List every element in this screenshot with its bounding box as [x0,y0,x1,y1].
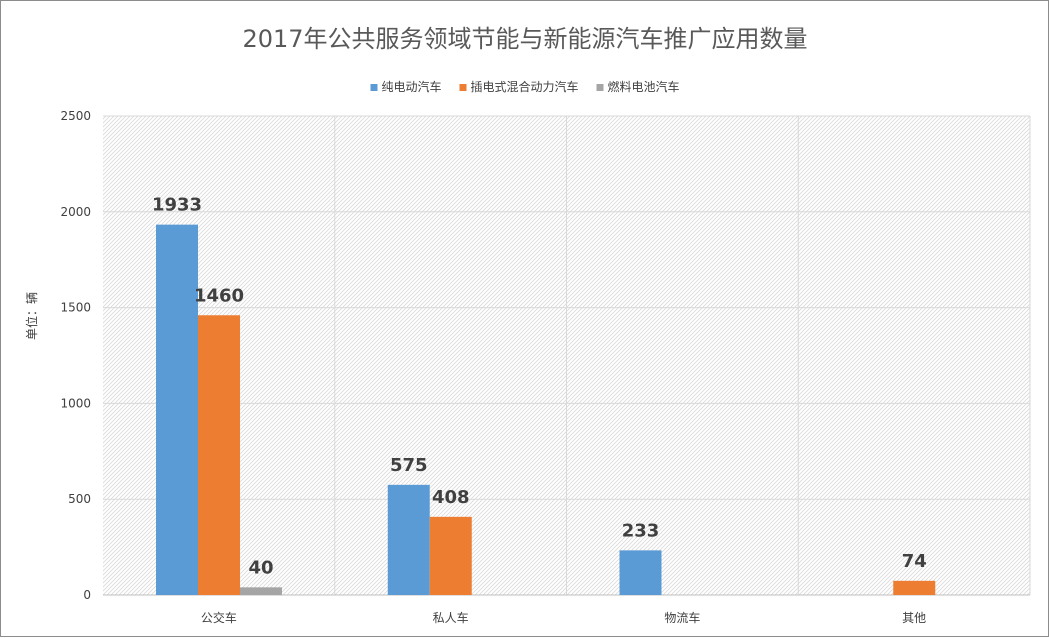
legend: 纯电动汽车 插电式混合动力汽车 燃料电池汽车 [370,79,680,94]
bar [893,580,936,595]
legend-label: 燃料电池汽车 [608,79,680,94]
data-label: 1933 [152,195,202,216]
y-tick-label: 2000 [60,205,91,219]
data-label: 408 [432,487,470,508]
bar [429,516,472,595]
y-tick-label: 1000 [60,396,91,410]
y-tick-label: 2500 [60,109,91,123]
legend-item: 燃料电池汽车 [596,79,680,94]
x-axis-ticks: 公交车 私人车 物流车 其他 [201,610,926,625]
x-tick-label: 其他 [902,611,926,625]
bar [198,315,240,595]
data-label: 575 [390,455,428,476]
chart-title: 2017年公共服务领域节能与新能源汽车推广应用数量 [242,25,807,53]
x-tick-label: 私人车 [433,610,469,625]
y-axis-label: 单位：辆 [24,292,39,340]
data-label: 74 [902,551,927,572]
legend-label: 纯电动汽车 [382,79,442,94]
legend-label: 插电式混合动力汽车 [471,79,579,94]
x-tick-label: 公交车 [201,610,237,625]
legend-item: 纯电动汽车 [370,79,442,94]
y-tick-label: 1500 [60,301,91,315]
y-tick-label: 0 [83,588,91,602]
data-label: 1460 [194,285,244,306]
legend-item: 插电式混合动力汽车 [459,79,579,94]
bars [156,224,936,595]
y-axis-ticks: 0 500 1000 1500 2000 2500 [60,109,91,602]
legend-swatch [596,84,604,91]
bar [240,587,282,595]
bar [619,550,662,595]
y-tick-label: 500 [68,492,91,506]
bar [156,224,198,595]
legend-swatch [370,84,378,91]
bar [387,484,430,595]
x-tick-label: 物流车 [664,610,700,625]
data-label: 233 [622,520,660,541]
gridlines [103,115,1031,596]
legend-swatch [459,84,467,91]
data-label: 40 [248,557,273,578]
